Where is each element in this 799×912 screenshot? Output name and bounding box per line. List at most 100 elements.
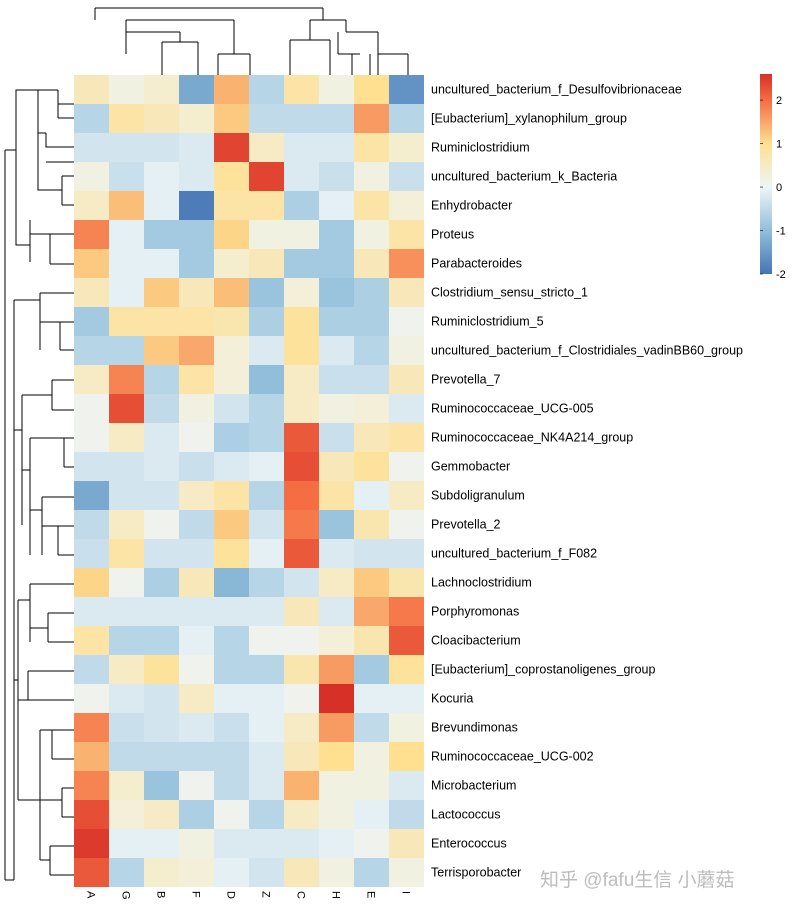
heatmap-cell — [214, 191, 249, 220]
heatmap-cell — [74, 278, 109, 307]
heatmap-cell — [284, 742, 319, 771]
column-label: Z — [260, 891, 272, 898]
heatmap-cell — [144, 191, 179, 220]
heatmap-cell — [109, 858, 144, 887]
heatmap-cell — [109, 423, 144, 452]
legend-ticks: 2 1 0 -1 -2 — [760, 95, 786, 281]
heatmap-cell — [144, 423, 179, 452]
heatmap-cell — [109, 626, 144, 655]
heatmap-cell — [249, 423, 284, 452]
heatmap-cell — [109, 278, 144, 307]
heatmap-cell — [249, 133, 284, 162]
heatmap-cell — [214, 75, 249, 104]
heatmap-cell — [284, 800, 319, 829]
heatmap-cell — [319, 191, 354, 220]
heatmap-cell — [109, 713, 144, 742]
heatmap-cell — [214, 365, 249, 394]
heatmap-cell — [74, 800, 109, 829]
heatmap-cell — [109, 684, 144, 713]
heatmap-cell — [214, 829, 249, 858]
heatmap-cell — [179, 539, 214, 568]
heatmap-cell — [389, 684, 424, 713]
heatmap-cell — [179, 568, 214, 597]
heatmap-cell — [109, 800, 144, 829]
heatmap-cell — [354, 452, 389, 481]
heatmap-cell — [214, 307, 249, 336]
heatmap-cell — [214, 858, 249, 887]
heatmap-cell — [319, 626, 354, 655]
heatmap-cell — [319, 684, 354, 713]
heatmap-cell — [109, 394, 144, 423]
heatmap-cell — [319, 394, 354, 423]
legend-color-bar — [760, 74, 772, 274]
heatmap-cell — [214, 742, 249, 771]
heatmap-cell — [249, 568, 284, 597]
heatmap-cell — [109, 539, 144, 568]
heatmap-cell — [144, 597, 179, 626]
heatmap-cell — [109, 75, 144, 104]
heatmap-cell — [74, 481, 109, 510]
heatmap-cell — [319, 452, 354, 481]
heatmap-cell — [389, 423, 424, 452]
heatmap-cell — [389, 162, 424, 191]
heatmap-cell — [249, 104, 284, 133]
column-label: F — [190, 891, 202, 898]
heatmap-cell — [214, 133, 249, 162]
heatmap-cell — [214, 162, 249, 191]
heatmap-cell — [354, 278, 389, 307]
heatmap-cell — [74, 829, 109, 858]
heatmap-cell — [249, 858, 284, 887]
heatmap-cell — [284, 278, 319, 307]
heatmap-cell — [179, 510, 214, 539]
heatmap-cell — [354, 220, 389, 249]
heatmap-cell — [144, 568, 179, 597]
heatmap-cell — [354, 568, 389, 597]
heatmap-cell — [284, 452, 319, 481]
heatmap-cell — [354, 829, 389, 858]
heatmap-cell — [74, 597, 109, 626]
heatmap-cell — [354, 626, 389, 655]
heatmap-cell — [319, 75, 354, 104]
heatmap-cell — [109, 481, 144, 510]
row-label: Prevotella_2 — [431, 518, 501, 532]
heatmap-cell — [144, 452, 179, 481]
heatmap-cell — [214, 394, 249, 423]
heatmap-cell — [249, 307, 284, 336]
heatmap-cell — [74, 655, 109, 684]
heatmap-cell — [354, 423, 389, 452]
heatmap-cell — [179, 162, 214, 191]
heatmap-cell — [74, 162, 109, 191]
heatmap-cell — [319, 162, 354, 191]
heatmap-cell — [214, 249, 249, 278]
heatmap-cell — [179, 104, 214, 133]
heatmap-cell — [179, 452, 214, 481]
heatmap-cell — [319, 713, 354, 742]
heatmap-cell — [284, 539, 319, 568]
heatmap-cell — [74, 104, 109, 133]
heatmap-cell — [74, 539, 109, 568]
heatmap-cell — [389, 452, 424, 481]
row-label: Terrisporobacter — [431, 866, 521, 880]
heatmap-cell — [249, 75, 284, 104]
heatmap-cell — [214, 336, 249, 365]
heatmap-cell — [109, 191, 144, 220]
heatmap-cell — [319, 336, 354, 365]
heatmap-cell — [389, 858, 424, 887]
row-label: Ruminococcaceae_UCG-002 — [431, 750, 594, 764]
heatmap-cell — [284, 771, 319, 800]
heatmap-cell — [109, 771, 144, 800]
column-label: H — [330, 891, 342, 899]
heatmap-cell — [284, 655, 319, 684]
heatmap-cell — [284, 162, 319, 191]
heatmap-cell — [74, 365, 109, 394]
row-label: Porphyromonas — [431, 605, 519, 619]
heatmap-cell — [109, 829, 144, 858]
heatmap-cell — [144, 829, 179, 858]
heatmap-cell — [284, 75, 319, 104]
heatmap-cell — [179, 800, 214, 829]
heatmap-cell — [354, 249, 389, 278]
heatmap-cell — [144, 278, 179, 307]
heatmap-cell — [319, 597, 354, 626]
heatmap-cell — [109, 249, 144, 278]
